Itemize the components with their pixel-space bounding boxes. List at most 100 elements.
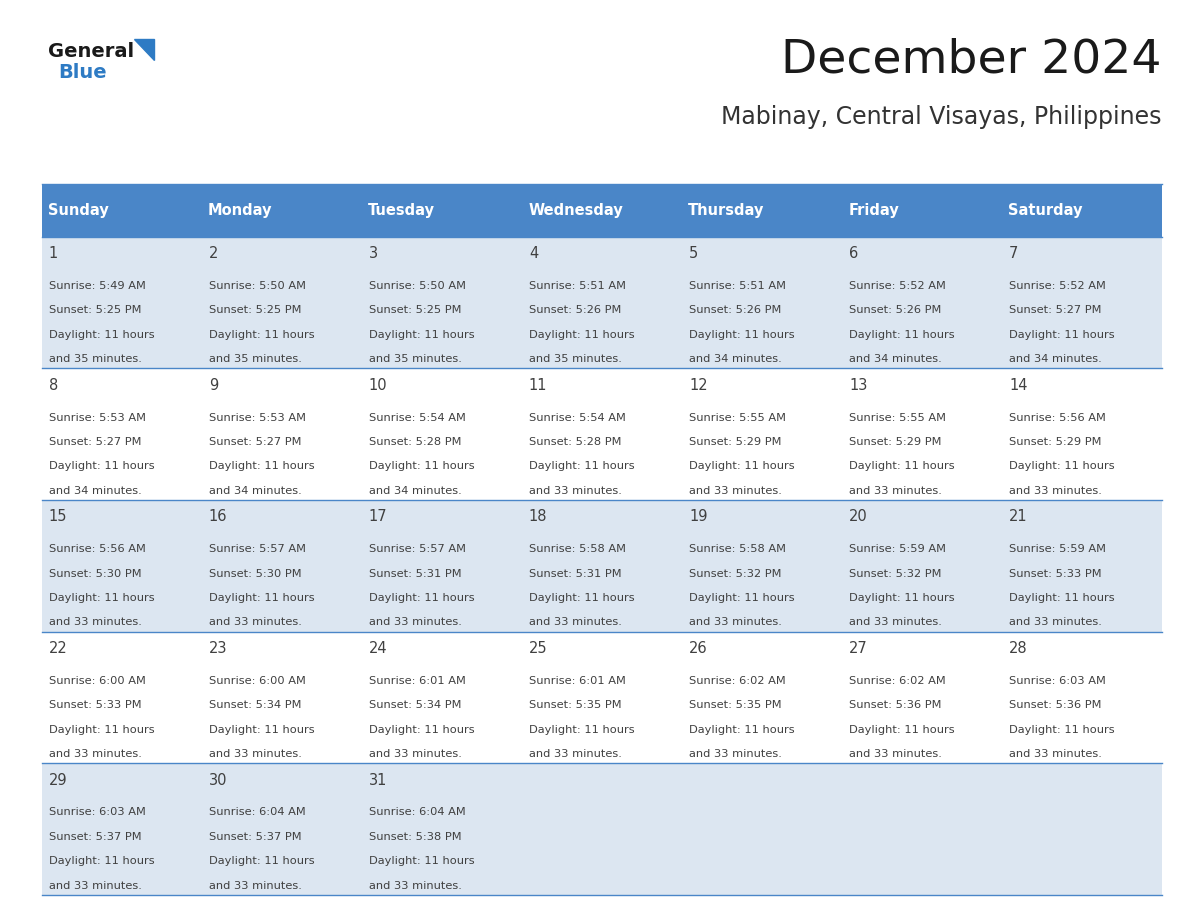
- Text: Sunset: 5:28 PM: Sunset: 5:28 PM: [368, 437, 461, 447]
- Text: Sunrise: 6:03 AM: Sunrise: 6:03 AM: [1009, 676, 1106, 686]
- Text: December 2024: December 2024: [782, 37, 1162, 83]
- Text: Sunrise: 5:51 AM: Sunrise: 5:51 AM: [529, 281, 626, 291]
- Text: Daylight: 11 hours: Daylight: 11 hours: [49, 856, 154, 867]
- Text: 16: 16: [209, 509, 227, 524]
- Text: Daylight: 11 hours: Daylight: 11 hours: [529, 593, 634, 603]
- Text: Sunset: 5:28 PM: Sunset: 5:28 PM: [529, 437, 621, 447]
- Text: and 33 minutes.: and 33 minutes.: [209, 880, 302, 890]
- Text: and 33 minutes.: and 33 minutes.: [368, 880, 462, 890]
- Text: 1: 1: [49, 246, 58, 261]
- Text: Sunrise: 5:55 AM: Sunrise: 5:55 AM: [689, 412, 786, 422]
- Text: Daylight: 11 hours: Daylight: 11 hours: [368, 856, 474, 867]
- Text: and 35 minutes.: and 35 minutes.: [49, 354, 141, 364]
- Text: Sunrise: 6:02 AM: Sunrise: 6:02 AM: [849, 676, 946, 686]
- Text: and 33 minutes.: and 33 minutes.: [849, 486, 942, 496]
- Text: Sunrise: 6:01 AM: Sunrise: 6:01 AM: [368, 676, 466, 686]
- Text: Thursday: Thursday: [688, 203, 765, 218]
- Text: Daylight: 11 hours: Daylight: 11 hours: [1009, 330, 1114, 340]
- Text: and 34 minutes.: and 34 minutes.: [209, 486, 302, 496]
- Text: Daylight: 11 hours: Daylight: 11 hours: [368, 461, 474, 471]
- Text: Sunset: 5:25 PM: Sunset: 5:25 PM: [49, 306, 141, 315]
- Text: Sunrise: 6:03 AM: Sunrise: 6:03 AM: [49, 808, 146, 817]
- Text: and 33 minutes.: and 33 minutes.: [529, 486, 621, 496]
- Text: and 35 minutes.: and 35 minutes.: [368, 354, 462, 364]
- Polygon shape: [134, 39, 154, 60]
- Text: and 33 minutes.: and 33 minutes.: [209, 617, 302, 627]
- Text: Sunset: 5:27 PM: Sunset: 5:27 PM: [49, 437, 141, 447]
- Text: 10: 10: [368, 377, 387, 393]
- Text: Daylight: 11 hours: Daylight: 11 hours: [209, 856, 315, 867]
- Text: and 33 minutes.: and 33 minutes.: [49, 749, 141, 759]
- Text: 15: 15: [49, 509, 68, 524]
- Text: Tuesday: Tuesday: [368, 203, 435, 218]
- Text: Daylight: 11 hours: Daylight: 11 hours: [49, 461, 154, 471]
- Text: 12: 12: [689, 377, 708, 393]
- Text: and 33 minutes.: and 33 minutes.: [368, 617, 462, 627]
- Bar: [522, 184, 682, 237]
- Text: Sunset: 5:38 PM: Sunset: 5:38 PM: [368, 832, 461, 842]
- Text: 27: 27: [849, 641, 867, 656]
- Text: Sunrise: 5:50 AM: Sunrise: 5:50 AM: [368, 281, 466, 291]
- Text: Sunset: 5:27 PM: Sunset: 5:27 PM: [209, 437, 302, 447]
- Text: Daylight: 11 hours: Daylight: 11 hours: [368, 593, 474, 603]
- Text: 4: 4: [529, 246, 538, 261]
- Text: and 33 minutes.: and 33 minutes.: [689, 749, 782, 759]
- Text: and 34 minutes.: and 34 minutes.: [849, 354, 942, 364]
- Bar: [1001, 184, 1162, 237]
- Text: and 33 minutes.: and 33 minutes.: [1009, 617, 1102, 627]
- Text: 20: 20: [849, 509, 867, 524]
- Text: Sunrise: 5:49 AM: Sunrise: 5:49 AM: [49, 281, 146, 291]
- Text: 2: 2: [209, 246, 219, 261]
- Text: Sunset: 5:26 PM: Sunset: 5:26 PM: [529, 306, 621, 315]
- Text: Sunrise: 5:57 AM: Sunrise: 5:57 AM: [209, 544, 305, 554]
- Text: Sunset: 5:27 PM: Sunset: 5:27 PM: [1009, 306, 1101, 315]
- Text: and 33 minutes.: and 33 minutes.: [209, 749, 302, 759]
- Text: Sunset: 5:37 PM: Sunset: 5:37 PM: [49, 832, 141, 842]
- Text: and 35 minutes.: and 35 minutes.: [529, 354, 621, 364]
- Text: Sunrise: 5:58 AM: Sunrise: 5:58 AM: [689, 544, 786, 554]
- Text: Sunrise: 6:00 AM: Sunrise: 6:00 AM: [209, 676, 305, 686]
- Text: 13: 13: [849, 377, 867, 393]
- Text: Sunrise: 5:54 AM: Sunrise: 5:54 AM: [529, 412, 626, 422]
- Bar: [842, 184, 1001, 237]
- Text: Sunset: 5:29 PM: Sunset: 5:29 PM: [1009, 437, 1101, 447]
- Text: Sunset: 5:37 PM: Sunset: 5:37 PM: [209, 832, 302, 842]
- Text: Sunset: 5:30 PM: Sunset: 5:30 PM: [209, 568, 302, 578]
- Text: and 34 minutes.: and 34 minutes.: [49, 486, 141, 496]
- Text: and 34 minutes.: and 34 minutes.: [368, 486, 462, 496]
- Text: Daylight: 11 hours: Daylight: 11 hours: [209, 724, 315, 734]
- Bar: [42, 237, 1162, 368]
- Text: 23: 23: [209, 641, 227, 656]
- Text: Daylight: 11 hours: Daylight: 11 hours: [1009, 724, 1114, 734]
- Text: 22: 22: [49, 641, 68, 656]
- Bar: [361, 184, 522, 237]
- Text: Daylight: 11 hours: Daylight: 11 hours: [1009, 593, 1114, 603]
- Text: Sunset: 5:33 PM: Sunset: 5:33 PM: [49, 700, 141, 711]
- Text: and 33 minutes.: and 33 minutes.: [529, 749, 621, 759]
- Text: Saturday: Saturday: [1009, 203, 1082, 218]
- Text: Daylight: 11 hours: Daylight: 11 hours: [209, 593, 315, 603]
- Text: Sunrise: 5:59 AM: Sunrise: 5:59 AM: [1009, 544, 1106, 554]
- Text: Wednesday: Wednesday: [529, 203, 623, 218]
- Text: Sunset: 5:25 PM: Sunset: 5:25 PM: [368, 306, 461, 315]
- Bar: [42, 368, 1162, 500]
- Text: Daylight: 11 hours: Daylight: 11 hours: [529, 724, 634, 734]
- Text: Sunset: 5:34 PM: Sunset: 5:34 PM: [209, 700, 302, 711]
- Text: Daylight: 11 hours: Daylight: 11 hours: [368, 330, 474, 340]
- Text: Sunrise: 5:55 AM: Sunrise: 5:55 AM: [849, 412, 946, 422]
- Bar: [42, 184, 202, 237]
- Text: and 33 minutes.: and 33 minutes.: [368, 749, 462, 759]
- Text: Sunset: 5:32 PM: Sunset: 5:32 PM: [849, 568, 941, 578]
- Text: Sunset: 5:30 PM: Sunset: 5:30 PM: [49, 568, 141, 578]
- Text: Sunset: 5:26 PM: Sunset: 5:26 PM: [849, 306, 941, 315]
- Text: and 34 minutes.: and 34 minutes.: [1009, 354, 1101, 364]
- Text: Sunset: 5:32 PM: Sunset: 5:32 PM: [689, 568, 782, 578]
- Text: 26: 26: [689, 641, 708, 656]
- Text: Daylight: 11 hours: Daylight: 11 hours: [689, 724, 795, 734]
- Text: Sunrise: 6:04 AM: Sunrise: 6:04 AM: [209, 808, 305, 817]
- Text: Sunset: 5:36 PM: Sunset: 5:36 PM: [849, 700, 941, 711]
- Text: Mabinay, Central Visayas, Philippines: Mabinay, Central Visayas, Philippines: [721, 105, 1162, 129]
- Text: Daylight: 11 hours: Daylight: 11 hours: [529, 461, 634, 471]
- Text: Sunrise: 5:52 AM: Sunrise: 5:52 AM: [849, 281, 946, 291]
- Text: and 33 minutes.: and 33 minutes.: [49, 880, 141, 890]
